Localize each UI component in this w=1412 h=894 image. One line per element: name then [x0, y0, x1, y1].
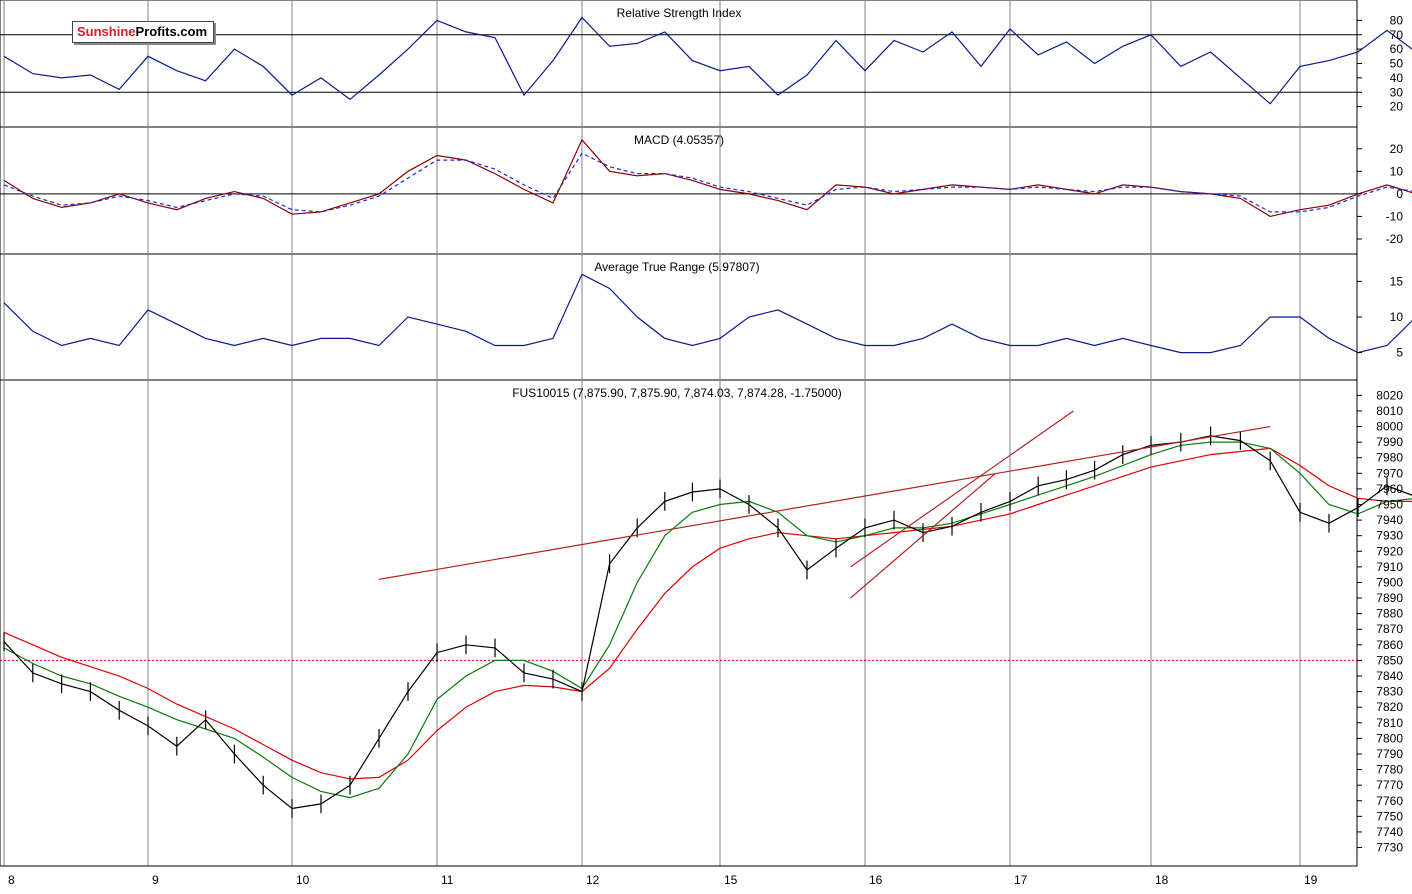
x-tick-label: 8	[8, 873, 15, 887]
y-tick-label-panel-3: 7820	[1376, 700, 1403, 714]
y-tick-label-panel-3: 7790	[1376, 747, 1403, 761]
y-tick-label-panel-3: 7870	[1376, 622, 1403, 636]
rsi-line	[3, 16, 1412, 105]
atr-line	[3, 273, 1412, 354]
y-tick-label-panel-3: 7740	[1376, 825, 1403, 839]
y-tick-label-panel-0: 60	[1390, 42, 1404, 56]
y-tick-label-panel-2: 10	[1390, 310, 1404, 324]
y-tick-label-panel-2: 5	[1396, 346, 1403, 360]
y-tick-label-panel-3: 7960	[1376, 482, 1403, 496]
y-tick-label-panel-3: 7880	[1376, 607, 1403, 621]
y-tick-label-panel-3: 8010	[1376, 404, 1403, 418]
y-tick-label-panel-1: 20	[1390, 142, 1404, 156]
y-tick-label-panel-0: 80	[1390, 13, 1404, 27]
x-tick-label: 12	[586, 873, 600, 887]
x-tick-label: 19	[1304, 873, 1318, 887]
price-line	[3, 435, 1412, 810]
y-tick-label-panel-3: 7930	[1376, 529, 1403, 543]
trendline-0	[378, 425, 1271, 580]
sma-slow-line	[3, 447, 1412, 780]
sma-fast-line	[3, 441, 1412, 799]
y-tick-label-panel-3: 7730	[1376, 841, 1403, 855]
panel-title-0: Relative Strength Index	[617, 6, 742, 20]
y-tick-label-panel-3: 7990	[1376, 435, 1403, 449]
y-tick-label-panel-0: 50	[1390, 57, 1404, 71]
brand-part1: Sunshine	[77, 24, 136, 39]
panel-frame-3	[0, 379, 1358, 867]
y-tick-label-panel-0: 70	[1390, 28, 1404, 42]
y-tick-label-panel-2: 15	[1390, 274, 1404, 288]
y-tick-label-panel-3: 7910	[1376, 560, 1403, 574]
y-tick-label-panel-3: 7830	[1376, 685, 1403, 699]
x-tick-label: 17	[1014, 873, 1028, 887]
y-tick-label-panel-0: 30	[1390, 85, 1404, 99]
y-tick-label-panel-3: 7860	[1376, 638, 1403, 652]
y-tick-label-panel-0: 40	[1390, 71, 1404, 85]
panel-title-2: Average True Range (5.97807)	[594, 260, 759, 274]
x-tick-label: 15	[724, 873, 738, 887]
y-tick-label-panel-3: 7950	[1376, 498, 1403, 512]
y-tick-label-panel-3: 7770	[1376, 778, 1403, 792]
y-tick-label-panel-1: 0	[1396, 187, 1403, 201]
x-tick-label: 10	[296, 873, 310, 887]
y-tick-label-panel-3: 7750	[1376, 809, 1403, 823]
y-tick-label-panel-1: -20	[1386, 232, 1404, 246]
y-tick-label-panel-3: 7890	[1376, 591, 1403, 605]
y-tick-label-panel-3: 8020	[1376, 388, 1403, 402]
y-tick-label-panel-3: 8000	[1376, 420, 1403, 434]
y-tick-label-panel-3: 7920	[1376, 544, 1403, 558]
y-tick-label-panel-3: 7780	[1376, 763, 1403, 777]
y-tick-label-panel-3: 7810	[1376, 716, 1403, 730]
y-tick-label-panel-3: 7840	[1376, 669, 1403, 683]
y-tick-label-panel-3: 7800	[1376, 731, 1403, 745]
y-tick-label-panel-3: 7940	[1376, 513, 1403, 527]
y-tick-label-panel-1: 10	[1390, 164, 1404, 178]
x-tick-label: 9	[152, 873, 159, 887]
trendline-2	[850, 472, 996, 599]
brand-part2: Profits.com	[135, 24, 208, 39]
y-tick-label-panel-3: 7970	[1376, 466, 1403, 480]
macd-signal-line	[3, 152, 1412, 213]
y-tick-label-panel-3: 7900	[1376, 575, 1403, 589]
panel-title-1: MACD (4.05357)	[634, 133, 724, 147]
y-tick-label-panel-3: 7760	[1376, 794, 1403, 808]
y-tick-label-panel-3: 7980	[1376, 451, 1403, 465]
panel-title-3: FUS10015 (7,875.90, 7,875.90, 7,874.03, …	[512, 386, 842, 400]
trendline-1	[850, 410, 1074, 568]
brand-logo: SunshineProfits.com	[72, 21, 215, 43]
y-tick-label-panel-0: 20	[1390, 100, 1404, 114]
macd-line	[3, 138, 1412, 218]
y-tick-label-panel-1: -10	[1386, 209, 1404, 223]
x-tick-label: 18	[1155, 873, 1169, 887]
x-tick-label: 11	[441, 873, 454, 887]
y-tick-label-panel-3: 7850	[1376, 653, 1403, 667]
x-tick-label: 16	[869, 873, 883, 887]
